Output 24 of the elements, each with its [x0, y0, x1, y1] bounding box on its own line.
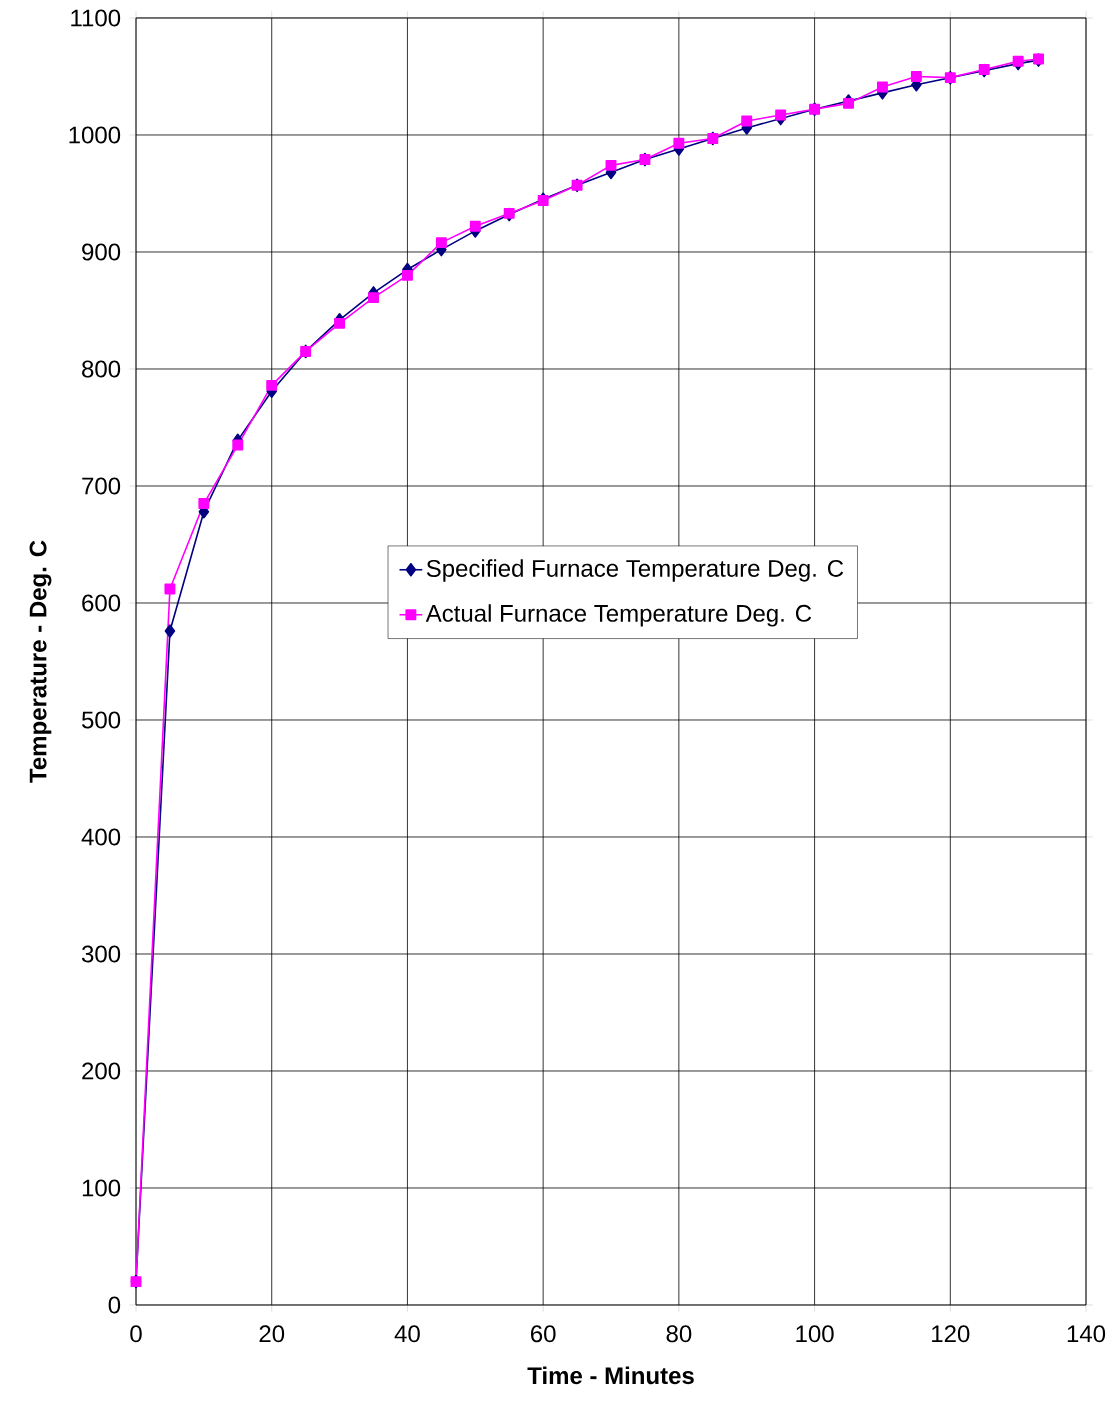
- y-tick-label: 1100: [71, 9, 121, 27]
- y-tick-label: 200: [82, 1062, 121, 1080]
- y-tick-label: 400: [81, 828, 121, 846]
- y-tick-label: 0: [108, 1296, 121, 1314]
- y-tick-label: 700: [82, 477, 121, 495]
- y-tick-label: 300: [81, 945, 121, 963]
- y-tick-label: 800: [82, 360, 121, 378]
- y-tick-label: 900: [82, 243, 121, 261]
- x-tick-label: 100: [796, 1325, 834, 1343]
- x-tick-label: 60: [531, 1325, 556, 1343]
- legend-label: Specified Furnace Temperature Deg. C: [426, 559, 844, 582]
- x-tick-label: 0: [130, 1325, 142, 1343]
- y-tick-label: 600: [82, 594, 121, 612]
- y-tick-label: 1000: [69, 126, 121, 144]
- x-axis-title: Time - Minutes: [527, 1366, 694, 1385]
- x-tick-label: 80: [666, 1325, 692, 1343]
- x-tick-label: 120: [932, 1325, 970, 1343]
- y-tick-label: 100: [82, 1179, 121, 1197]
- y-axis-title: Temperature - Deg. C: [29, 540, 52, 783]
- legend-label: Actual Furnace Temperature Deg. C: [425, 604, 812, 627]
- x-tick-label: 40: [394, 1325, 420, 1343]
- x-tick-label: 20: [259, 1325, 285, 1343]
- y-tick-label: 500: [81, 711, 121, 729]
- x-tick-label: 140: [1067, 1325, 1106, 1343]
